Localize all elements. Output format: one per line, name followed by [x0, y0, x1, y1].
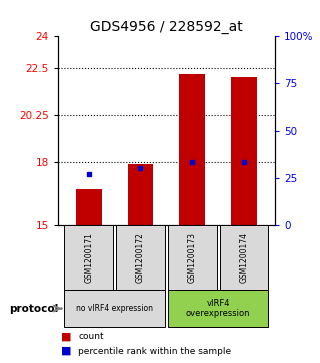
Text: ■: ■: [61, 331, 71, 341]
Text: count: count: [78, 332, 104, 341]
Text: GSM1200172: GSM1200172: [136, 232, 145, 283]
Text: GSM1200173: GSM1200173: [188, 232, 197, 283]
Bar: [220, 225, 268, 290]
Text: no vIRF4 expression: no vIRF4 expression: [76, 304, 153, 313]
Bar: [64, 225, 113, 290]
Bar: [179, 74, 205, 225]
Text: protocol: protocol: [9, 303, 59, 314]
Title: GDS4956 / 228592_at: GDS4956 / 228592_at: [90, 20, 243, 34]
Text: percentile rank within the sample: percentile rank within the sample: [78, 347, 232, 356]
Bar: [128, 164, 154, 225]
Text: GSM1200171: GSM1200171: [84, 232, 93, 283]
Text: GSM1200174: GSM1200174: [240, 232, 249, 283]
Bar: [231, 77, 257, 225]
Bar: [76, 189, 102, 225]
Bar: [168, 290, 268, 327]
Bar: [116, 225, 165, 290]
Text: vIRF4
overexpression: vIRF4 overexpression: [186, 299, 251, 318]
Text: ■: ■: [61, 346, 71, 356]
Bar: [168, 225, 217, 290]
Bar: [64, 290, 165, 327]
